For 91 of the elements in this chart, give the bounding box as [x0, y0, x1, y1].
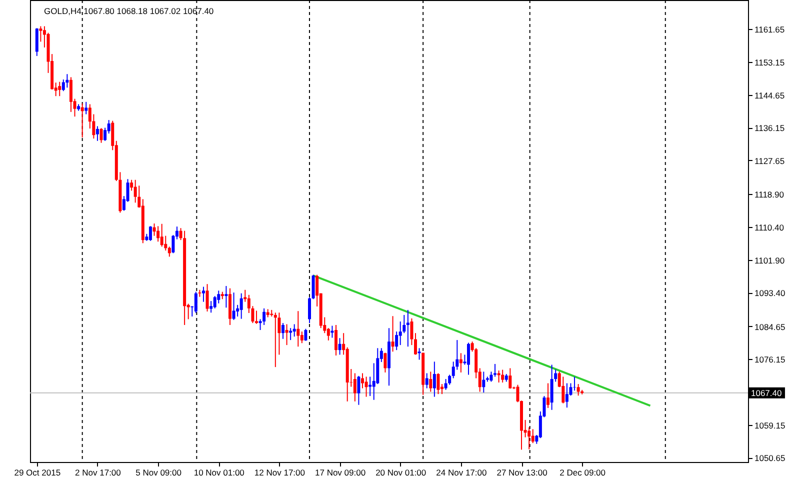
x-tick-label: 10 Nov 01:00	[194, 468, 245, 478]
candlestick	[546, 382, 550, 408]
candlestick	[224, 286, 228, 308]
candlestick	[391, 316, 394, 352]
candlestick	[576, 384, 580, 396]
ref-line-label: 1067.40	[751, 388, 782, 398]
candlestick	[410, 318, 414, 346]
candlestick	[364, 376, 368, 398]
candlestick	[432, 361, 436, 398]
y-tick-label: 1136.15	[754, 123, 785, 134]
candlestick	[274, 312, 277, 368]
candlestick	[285, 324, 288, 346]
candlestick	[467, 342, 470, 376]
candlestick	[357, 375, 360, 406]
candlestick	[308, 296, 311, 324]
y-tick-label: 1127.65	[754, 156, 785, 166]
candlestick	[508, 368, 512, 390]
candlestick	[206, 284, 209, 312]
candlestick	[80, 102, 84, 138]
candlestick	[254, 310, 258, 324]
candlestick	[66, 74, 69, 88]
x-tick-label: 12 Nov 17:00	[254, 468, 306, 478]
y-tick-label: 1093.40	[754, 288, 786, 298]
candlestick	[565, 382, 568, 408]
candlestick	[312, 274, 315, 300]
candlestick	[300, 331, 304, 344]
candlestick	[414, 332, 418, 356]
candlestick	[497, 370, 500, 383]
candlestick	[459, 352, 462, 373]
candlestick	[360, 372, 364, 389]
candlestick	[35, 28, 38, 56]
candlestick	[156, 226, 160, 242]
candlestick	[353, 372, 356, 402]
y-tick-label: 1059.15	[754, 420, 786, 430]
x-tick-label: 29 Oct 2015	[14, 468, 61, 478]
candlestick	[281, 322, 284, 340]
x-tick-label: 2 Dec 09:00	[560, 468, 606, 478]
candlestick	[573, 376, 576, 392]
candlestick	[444, 378, 448, 390]
y-tick-label: 1161.65	[754, 24, 785, 35]
candlestick	[334, 324, 338, 356]
candlestick	[58, 81, 62, 97]
candlestick	[482, 371, 486, 394]
candlestick	[338, 338, 342, 356]
candlestick	[425, 372, 428, 389]
candlestick	[210, 300, 213, 314]
y-tick-label: 1101.90	[754, 255, 785, 266]
y-tick-label: 1050.65	[754, 453, 786, 464]
candlestick	[172, 234, 175, 254]
candlestick	[384, 352, 387, 373]
candlestick	[550, 364, 554, 410]
candlestick	[326, 328, 330, 341]
y-tick-label: 1110.40	[754, 222, 784, 232]
candlestick	[494, 363, 497, 378]
x-tick-label: 5 Nov 09:00	[136, 468, 182, 478]
y-tick-label: 1076.15	[754, 354, 786, 365]
candlestick	[501, 369, 504, 383]
candlestick	[429, 371, 432, 392]
candlestick	[304, 328, 308, 342]
candlestick	[418, 348, 421, 360]
candlestick	[69, 76, 72, 112]
candlestick	[84, 101, 88, 115]
candlestick	[232, 292, 236, 320]
candlestick	[96, 126, 99, 142]
candlestick	[395, 331, 398, 351]
candlestick	[134, 179, 137, 204]
candlestick	[39, 26, 42, 42]
candlestick	[100, 128, 103, 144]
candlestick	[240, 292, 243, 320]
candlestick	[202, 286, 205, 302]
candlestick	[104, 127, 107, 142]
candlestick	[160, 223, 164, 248]
candlestick	[194, 291, 198, 314]
y-tick-label: 1084.65	[754, 322, 786, 332]
x-tick-label: 24 Nov 17:00	[436, 468, 487, 478]
candlestick	[531, 428, 534, 444]
candlestick	[436, 372, 440, 395]
x-tick-label: 2 Nov 17:00	[75, 468, 122, 478]
y-tick-label: 1118.90	[754, 190, 784, 200]
candlestick	[296, 310, 300, 348]
candlestick	[292, 324, 296, 338]
candlestick	[168, 246, 171, 258]
y-tick-label: 1153.15	[754, 57, 785, 68]
text: GOLD,H4 1067.80 1068.18 1067.02 1067.40	[44, 6, 214, 16]
candlestick	[490, 371, 493, 382]
candlestick	[406, 309, 410, 348]
x-tick-label: 27 Nov 13:00	[496, 468, 548, 478]
x-tick-label: 17 Nov 09:00	[314, 468, 366, 478]
x-tick-label: 20 Nov 01:00	[376, 468, 426, 478]
candlestick	[148, 226, 152, 242]
y-tick-label: 1144.65	[754, 90, 785, 100]
